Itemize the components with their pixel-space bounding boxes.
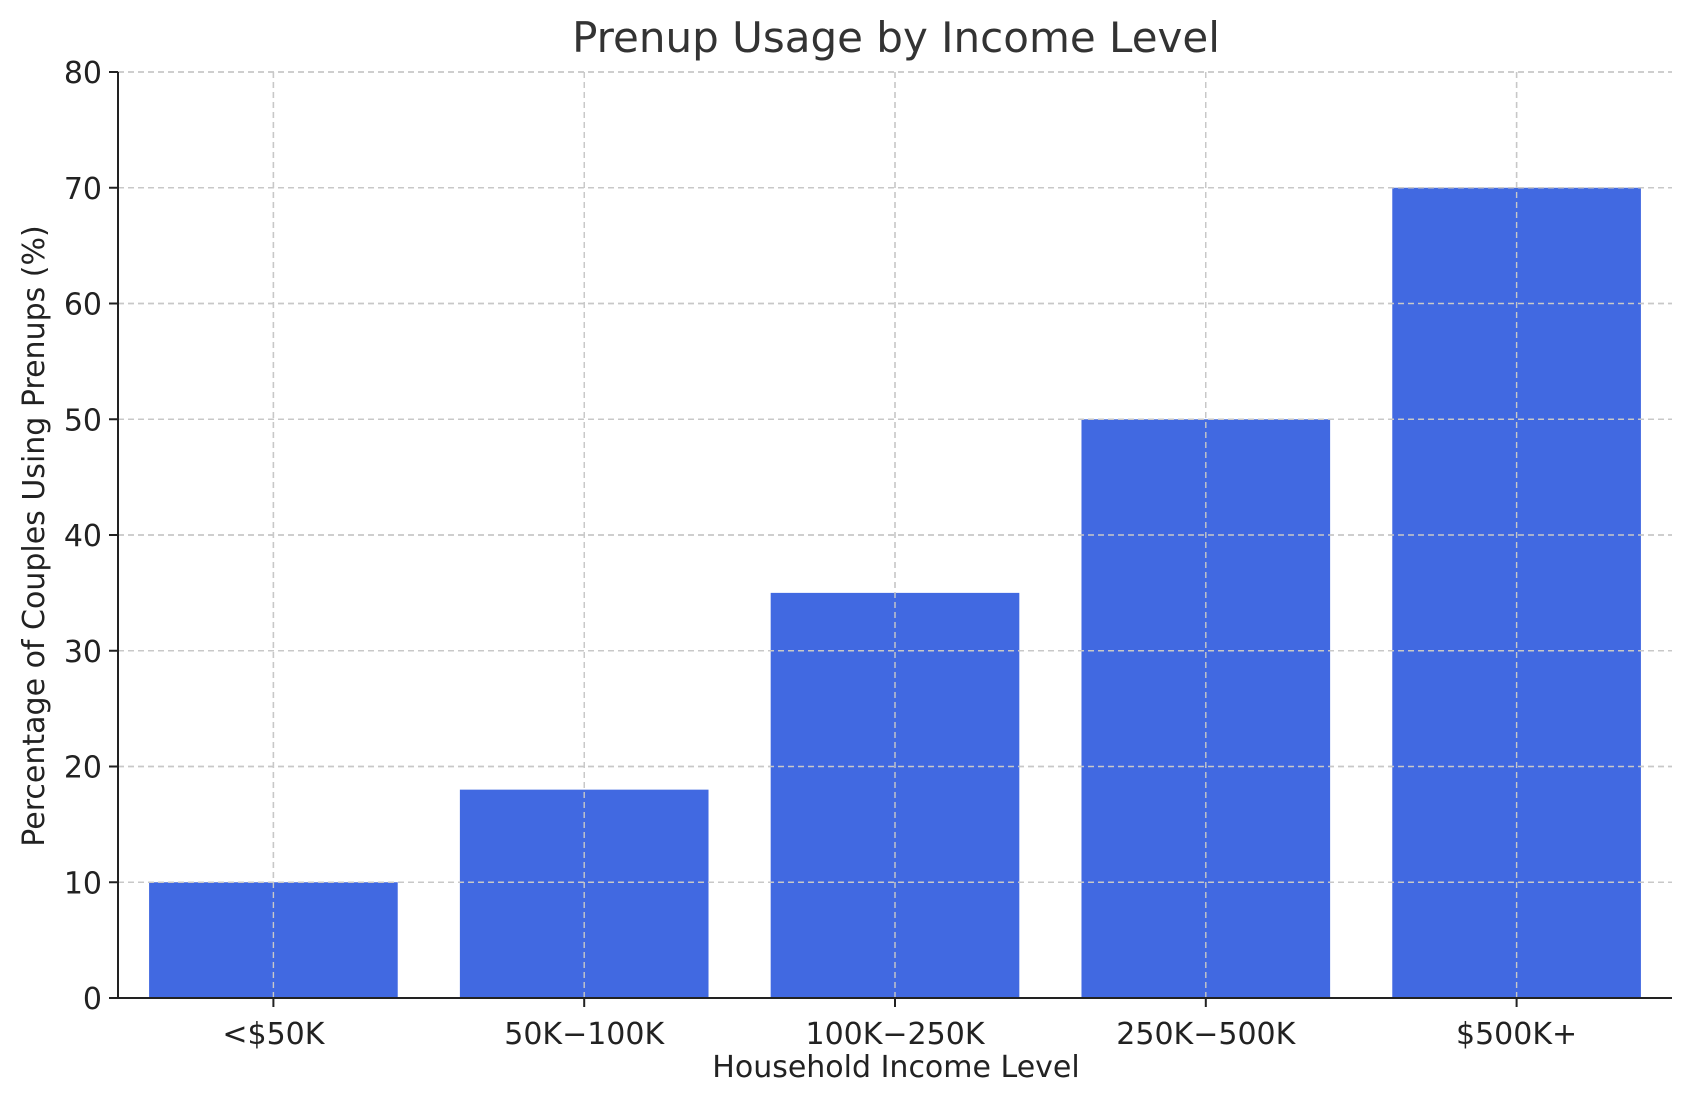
y-axis-label: Percentage of Couples Using Prenups (%) — [17, 225, 52, 846]
y-tick-label: 80 — [64, 56, 102, 91]
bar-layer — [118, 71, 1672, 999]
y-tick-label: 60 — [64, 288, 102, 323]
x-tick-label: 50K−100K — [504, 1017, 665, 1052]
y-tick-label: 40 — [64, 519, 102, 554]
bar — [149, 882, 398, 998]
x-tick-label: 250K−500K — [1116, 1017, 1296, 1052]
chart-title: Prenup Usage by Income Level — [572, 13, 1220, 62]
x-axis-label: Household Income Level — [712, 1050, 1079, 1085]
y-tick-label: 50 — [64, 403, 102, 438]
y-tick-label: 10 — [64, 866, 102, 901]
x-tick-label: <$50K — [222, 1017, 325, 1052]
x-tick-label: 100K−250K — [805, 1017, 985, 1052]
y-tick-label: 0 — [83, 982, 102, 1017]
tick-layer: 0 10 20 30 40 50 60 70 80 <$50K 50K−100K 100K−250K 2… — [64, 56, 1577, 1052]
x-tick-label: $500K+ — [1456, 1017, 1577, 1052]
y-tick-label: 20 — [64, 751, 102, 786]
y-tick-label: 70 — [64, 172, 102, 207]
y-tick-label: 30 — [64, 635, 102, 670]
